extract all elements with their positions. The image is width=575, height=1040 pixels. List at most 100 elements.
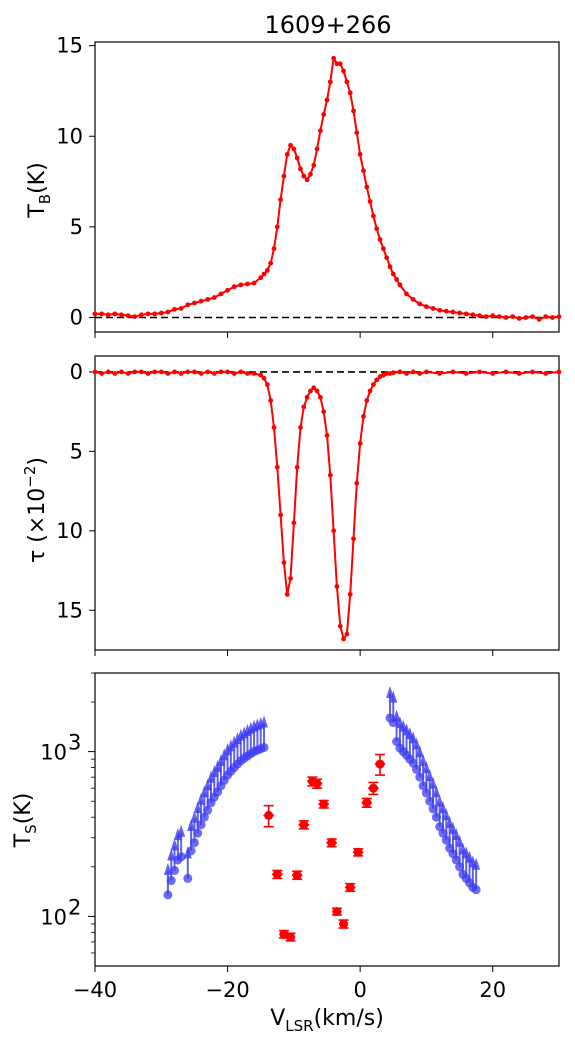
data-point: [205, 296, 211, 302]
detection-point: [286, 932, 296, 942]
data-point: [271, 246, 277, 252]
data-point: [99, 371, 105, 376]
data-point: [238, 369, 244, 375]
data-point: [450, 369, 456, 375]
lower-limit-arrow-head: [435, 794, 444, 807]
lower-limit-arrow-head: [233, 732, 242, 745]
detection-point: [375, 759, 385, 769]
data-point: [261, 271, 267, 277]
lower-limit-point: [183, 873, 193, 883]
data-point: [490, 371, 496, 376]
series-line-tau: [94, 370, 560, 642]
data-point: [397, 369, 403, 375]
data-point: [404, 291, 409, 297]
x-tick-label: −20: [205, 978, 249, 1002]
data-point: [371, 382, 376, 388]
data-point: [132, 369, 138, 375]
lower-limit-point: [428, 804, 438, 814]
data-point: [321, 112, 327, 117]
lower-limit-arrow-head: [230, 735, 239, 748]
axes-frame: [94, 355, 560, 651]
lower-limit-arrow-head: [452, 827, 461, 840]
data-point: [463, 371, 469, 376]
data-point: [503, 369, 509, 375]
data-point: [496, 314, 502, 319]
data-point: [327, 472, 333, 478]
y-tick-label: 10: [56, 519, 83, 543]
lower-limit-point: [421, 788, 431, 798]
axes-frame: [94, 672, 560, 967]
data-point: [139, 312, 144, 318]
lower-limit-point: [259, 742, 269, 752]
lower-limit-point: [425, 796, 435, 806]
data-point: [294, 464, 300, 470]
data-point: [380, 246, 386, 252]
data-point: [354, 130, 360, 136]
data-point: [301, 404, 307, 410]
bottom-xlabel: VLSR(km/s): [270, 1006, 384, 1035]
data-point: [390, 370, 396, 376]
lower-limit-arrow-head: [448, 821, 457, 834]
data-point: [490, 313, 496, 319]
data-point: [192, 369, 197, 375]
data-point: [470, 312, 476, 318]
data-point: [291, 520, 297, 526]
data-point: [463, 311, 469, 317]
data-point: [152, 311, 158, 317]
data-point: [384, 371, 390, 376]
data-point: [510, 314, 515, 319]
data-point: [387, 264, 393, 270]
data-point: [311, 385, 317, 391]
data-point: [308, 171, 313, 177]
data-point: [536, 316, 542, 322]
data-point: [424, 304, 429, 310]
data-point: [178, 371, 184, 376]
data-point: [298, 166, 303, 172]
data-point: [351, 108, 356, 114]
lower-limit-arrow-head: [422, 761, 431, 774]
lower-limit-point: [455, 862, 465, 872]
lower-limit-point: [411, 764, 421, 774]
data-point: [145, 371, 151, 376]
data-point: [92, 369, 98, 375]
data-point: [556, 314, 562, 319]
data-point: [218, 369, 224, 375]
data-point: [424, 369, 429, 375]
lower-limit-arrow-head: [163, 862, 172, 875]
detection-point: [327, 838, 337, 848]
lower-limit-point: [438, 828, 448, 838]
top-ylabel: TB(K): [25, 162, 54, 218]
data-point: [225, 287, 230, 293]
data-point: [198, 371, 204, 376]
y-tick-label: 5: [70, 215, 83, 239]
x-tick-label: 0: [353, 978, 366, 1002]
data-point: [347, 90, 353, 96]
data-point: [516, 371, 522, 376]
data-point: [281, 173, 287, 179]
panel-middle-optical-depth: 0 5 10 15: [56, 355, 562, 656]
data-point: [516, 316, 522, 321]
data-point: [304, 177, 310, 183]
data-point: [274, 224, 280, 230]
data-point: [317, 394, 323, 400]
data-point: [321, 409, 327, 415]
lower-limit-point: [203, 805, 213, 815]
data-point: [165, 371, 171, 376]
data-point: [331, 528, 337, 534]
data-point: [314, 388, 320, 394]
lower-limit-arrow-head: [419, 753, 428, 766]
y-tick-exponent: 2: [68, 895, 81, 919]
lower-limit-arrow-head: [455, 834, 464, 847]
data-point: [298, 425, 303, 430]
data-point: [347, 591, 353, 597]
lower-limit-arrow-head: [187, 818, 196, 831]
data-point: [417, 301, 423, 307]
data-point: [278, 512, 283, 518]
data-point: [390, 271, 396, 277]
lower-limit-arrow-head: [409, 731, 418, 744]
data-point: [274, 464, 280, 470]
lower-limit-arrow-head: [445, 816, 454, 829]
detection-point: [264, 810, 274, 820]
chart-title: 1609+266: [265, 11, 392, 39]
